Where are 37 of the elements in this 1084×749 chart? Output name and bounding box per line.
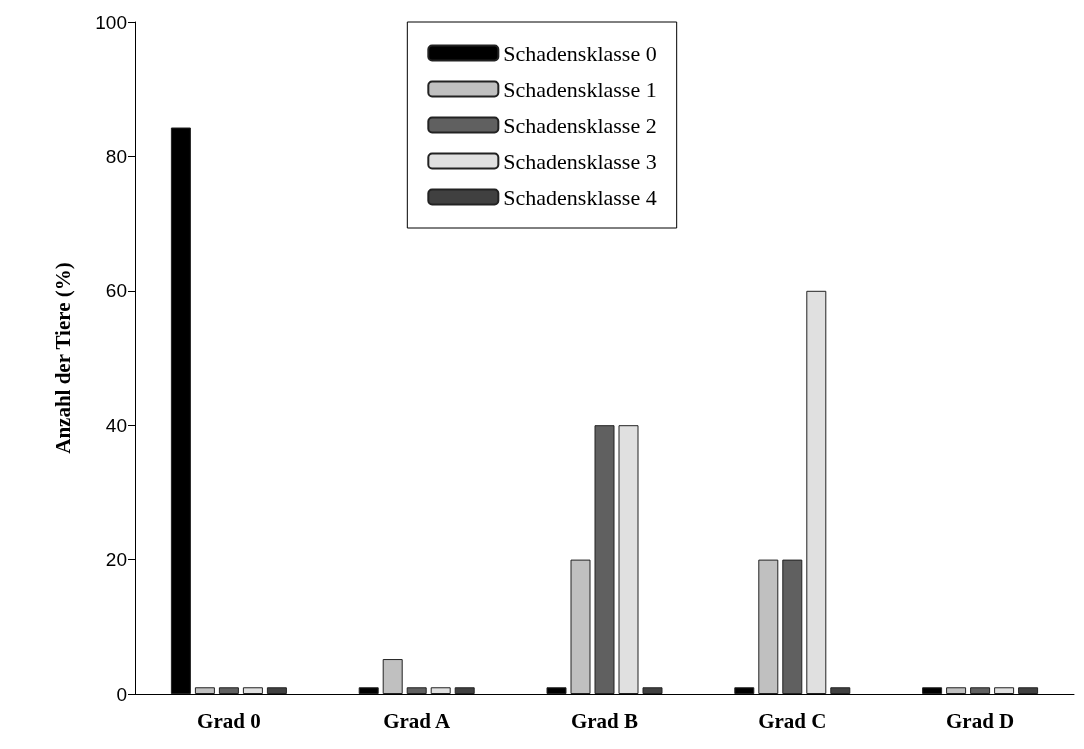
bar [994, 687, 1015, 694]
bar [594, 425, 615, 694]
bar [406, 687, 427, 694]
y-tick-label: 0 [116, 683, 127, 705]
bar [218, 687, 239, 694]
y-tick-label: 80 [105, 145, 127, 167]
x-tick-label: Grad 0 [197, 708, 261, 733]
bar [970, 687, 991, 694]
bar [266, 687, 287, 694]
bar [830, 687, 851, 694]
legend-label: Schadensklasse 0 [503, 40, 657, 66]
legend-label: Schadensklasse 1 [503, 76, 657, 102]
bar [454, 687, 475, 694]
bar [758, 559, 779, 694]
y-axis-title: Anzahl der Tiere (%) [50, 262, 75, 454]
legend-label: Schadensklasse 2 [503, 112, 657, 138]
y-tick-label: 20 [105, 549, 127, 571]
bar [642, 687, 663, 694]
bar [194, 687, 215, 694]
legend-label: Schadensklasse 3 [503, 148, 657, 174]
y-tick-label: 60 [105, 280, 127, 302]
x-tick-label: Grad A [383, 708, 452, 733]
bar [806, 290, 827, 694]
bar [430, 687, 451, 694]
bar [946, 687, 967, 694]
y-tick-label: 100 [95, 11, 127, 33]
bar [382, 659, 403, 694]
bar [242, 687, 263, 694]
bar [618, 425, 639, 694]
x-tick-label: Grad C [758, 708, 827, 733]
bar [782, 559, 803, 694]
bar [570, 559, 591, 694]
bar [1018, 687, 1039, 694]
x-tick-label: Grad D [945, 708, 1015, 733]
y-tick-label: 40 [105, 414, 127, 436]
x-tick-label: Grad B [570, 708, 639, 733]
legend-label: Schadensklasse 4 [503, 184, 657, 210]
